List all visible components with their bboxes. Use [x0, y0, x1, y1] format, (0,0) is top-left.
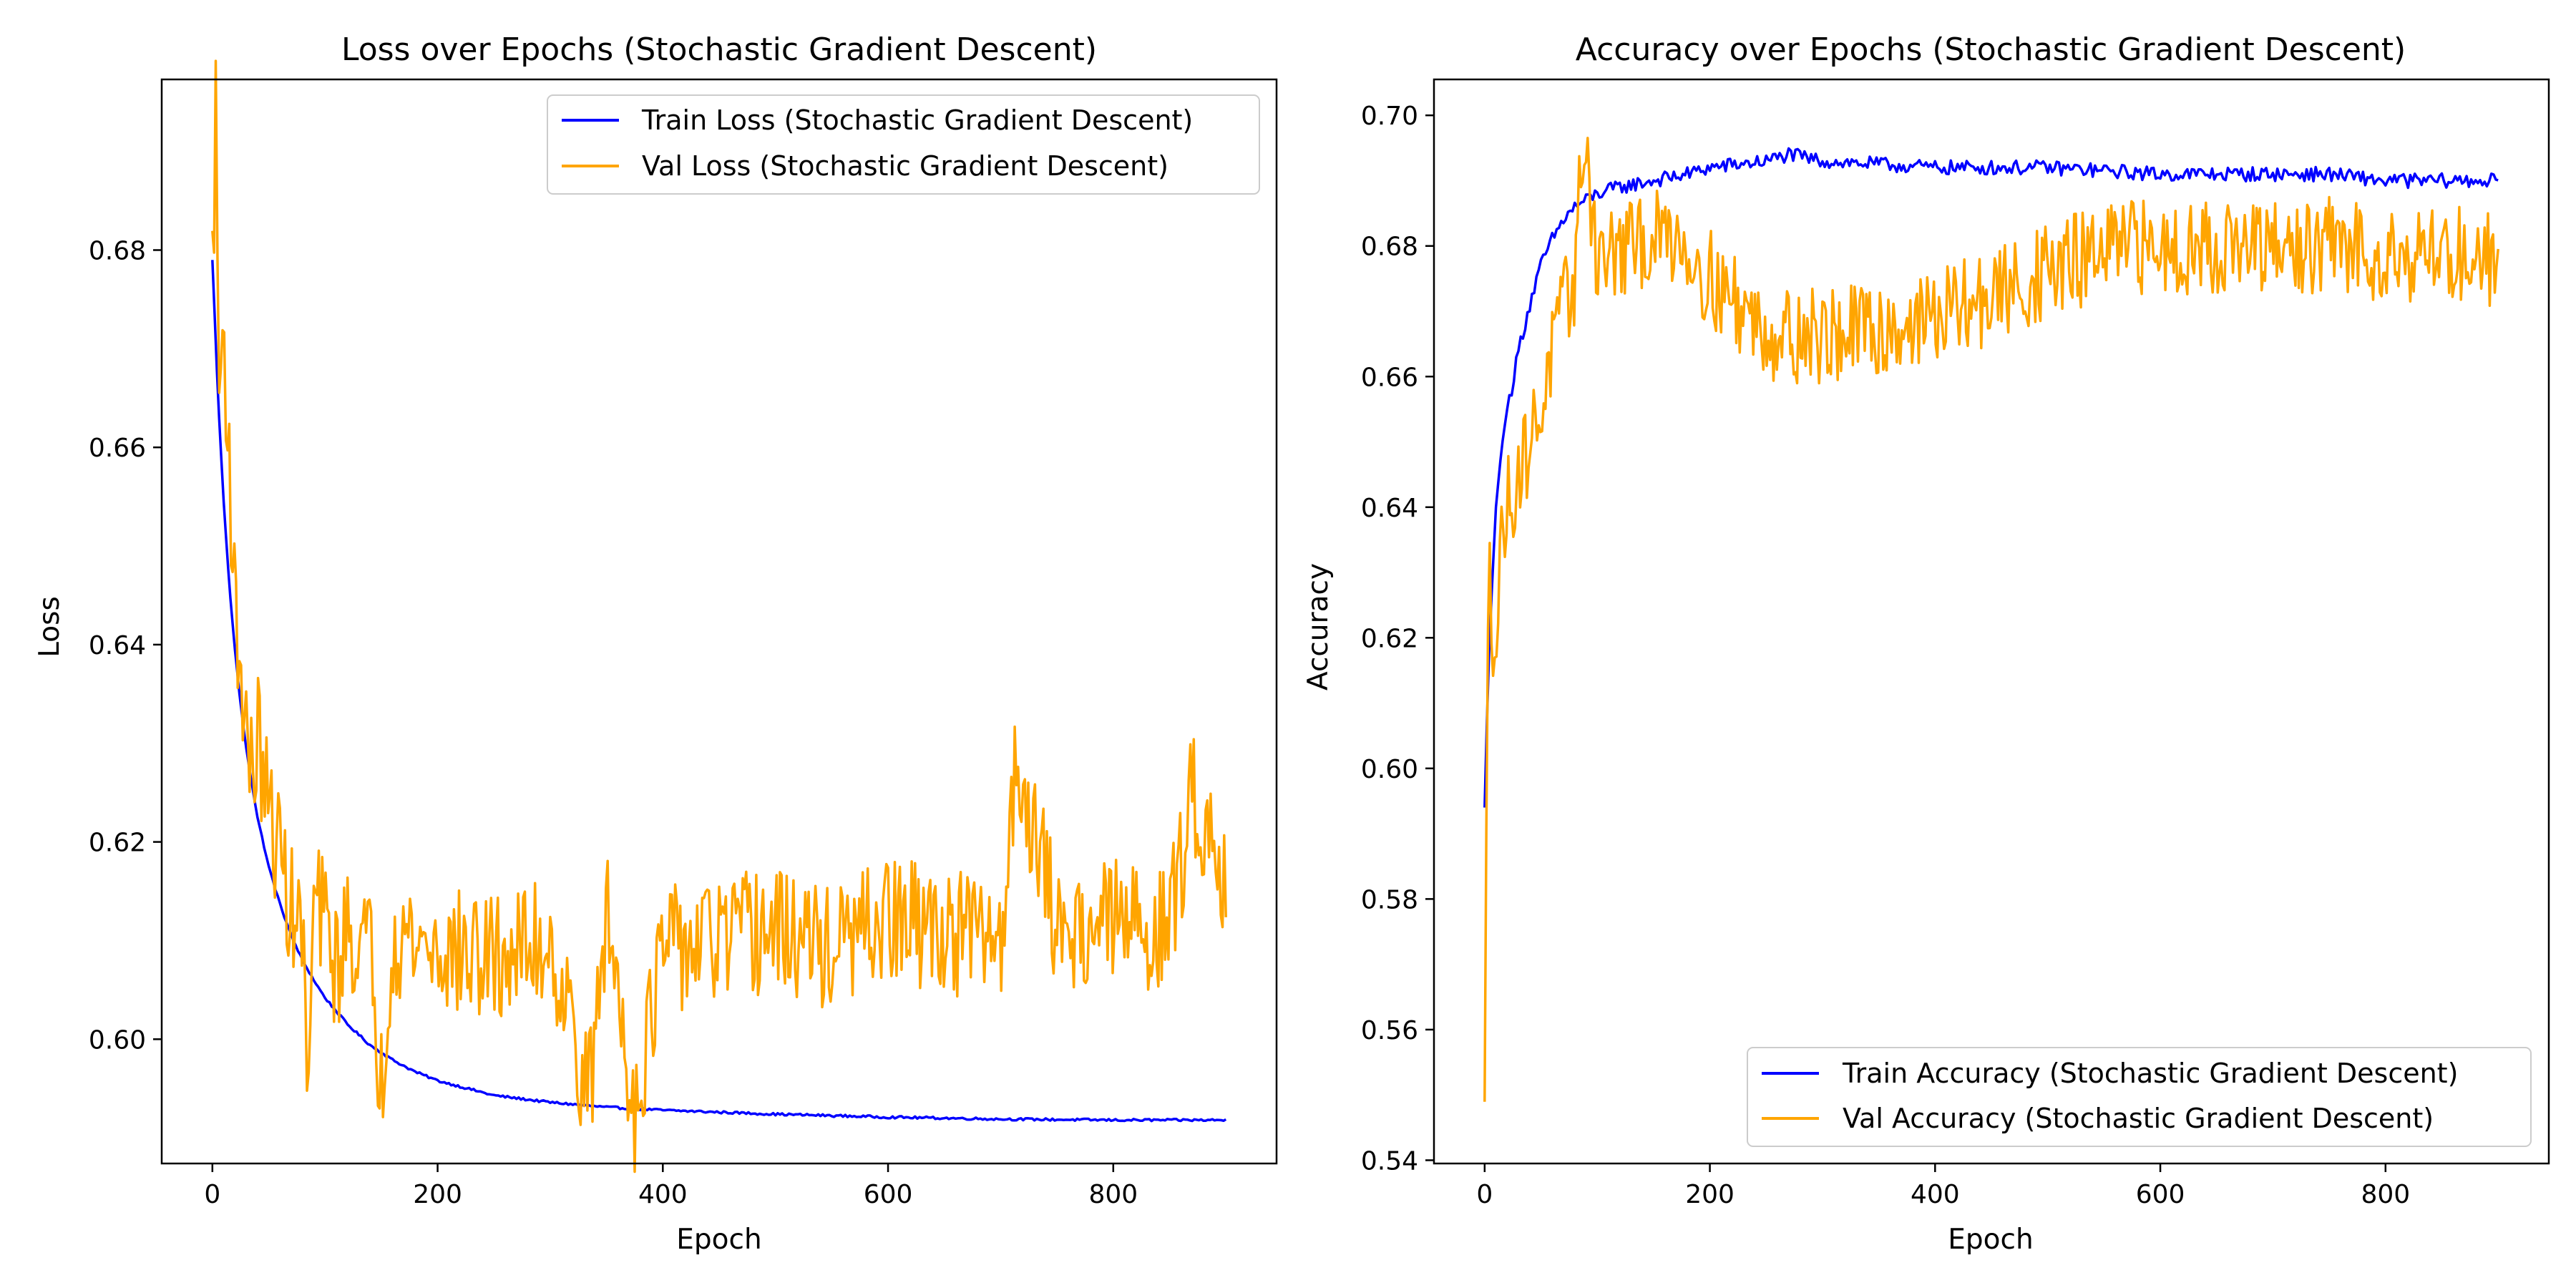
accuracy-y-tick-label: 0.62 — [1361, 624, 1418, 653]
loss-y-tick-label: 0.66 — [89, 434, 146, 463]
accuracy-y-tick-label: 0.54 — [1361, 1146, 1418, 1176]
loss-x-tick-label: 600 — [864, 1180, 913, 1209]
accuracy-x-tick-label: 0 — [1476, 1180, 1493, 1209]
loss-x-axis-label: Epoch — [676, 1224, 761, 1256]
loss-series — [211, 59, 1227, 1174]
loss-legend-box — [547, 94, 1260, 195]
loss-plot-frame — [160, 78, 1278, 1165]
accuracy-y-tick-label: 0.66 — [1361, 363, 1418, 392]
legend-label-val-accuracy: Val Accuracy (Stochastic Gradient Descen… — [1843, 1103, 2434, 1134]
accuracy-legend: Train Accuracy (Stochastic Gradient Desc… — [1747, 1047, 2532, 1147]
loss-y-tick-label: 0.60 — [89, 1025, 146, 1055]
legend-label-train-accuracy: Train Accuracy (Stochastic Gradient Desc… — [1842, 1058, 2458, 1089]
accuracy-plot-frame — [1433, 78, 2550, 1165]
accuracy-y-tick-label: 0.60 — [1361, 755, 1418, 784]
accuracy-chart: Accuracy over Epochs (Stochastic Gradien… — [1302, 31, 2550, 1256]
loss-x-tick-label: 0 — [204, 1180, 220, 1209]
accuracy-x-tick-label: 200 — [1685, 1180, 1735, 1209]
accuracy-x-tick-label: 600 — [2136, 1180, 2185, 1209]
accuracy-series-line-train — [1483, 147, 2499, 808]
accuracy-series — [1483, 137, 2499, 1102]
loss-chart-title: Loss over Epochs (Stochastic Gradient De… — [341, 31, 1097, 68]
accuracy-y-axis-label: Accuracy — [1302, 563, 1335, 691]
accuracy-legend-box — [1747, 1047, 2532, 1147]
accuracy-ticks: 0 200 400 600 800 0.54 0.56 0.58 0.60 0.62 0.64 0.6… — [1361, 102, 2410, 1209]
loss-series-line-val — [211, 59, 1227, 1174]
accuracy-y-tick-label: 0.64 — [1361, 494, 1418, 523]
accuracy-x-tick-label: 800 — [2361, 1180, 2410, 1209]
accuracy-x-tick-label: 400 — [1911, 1180, 1960, 1209]
accuracy-y-tick-label: 0.70 — [1361, 102, 1418, 131]
accuracy-series-line-val — [1483, 137, 2499, 1102]
loss-y-axis-label: Loss — [34, 596, 66, 658]
loss-y-tick-label: 0.68 — [89, 236, 146, 265]
accuracy-x-axis-label: Epoch — [1948, 1224, 2033, 1256]
loss-chart: Loss over Epochs (Stochastic Gradient De… — [34, 31, 1278, 1256]
loss-legend: Train Loss (Stochastic Gradient Descent)… — [547, 94, 1260, 195]
accuracy-chart-title: Accuracy over Epochs (Stochastic Gradien… — [1576, 31, 2406, 68]
loss-y-tick-label: 0.62 — [89, 829, 146, 858]
accuracy-y-tick-label: 0.58 — [1361, 885, 1418, 914]
loss-y-tick-label: 0.64 — [89, 631, 146, 660]
loss-x-tick-label: 800 — [1088, 1180, 1138, 1209]
legend-label-val-loss: Val Loss (Stochastic Gradient Descent) — [642, 150, 1169, 182]
accuracy-y-tick-label: 0.68 — [1361, 233, 1418, 262]
accuracy-y-tick-label: 0.56 — [1361, 1016, 1418, 1045]
loss-x-tick-label: 400 — [638, 1180, 688, 1209]
loss-ticks: 0 200 400 600 800 0.60 0.62 0.64 0.66 0.68 — [89, 236, 1138, 1209]
legend-label-train-loss: Train Loss (Stochastic Gradient Descent) — [641, 104, 1193, 136]
loss-x-tick-label: 200 — [413, 1180, 462, 1209]
